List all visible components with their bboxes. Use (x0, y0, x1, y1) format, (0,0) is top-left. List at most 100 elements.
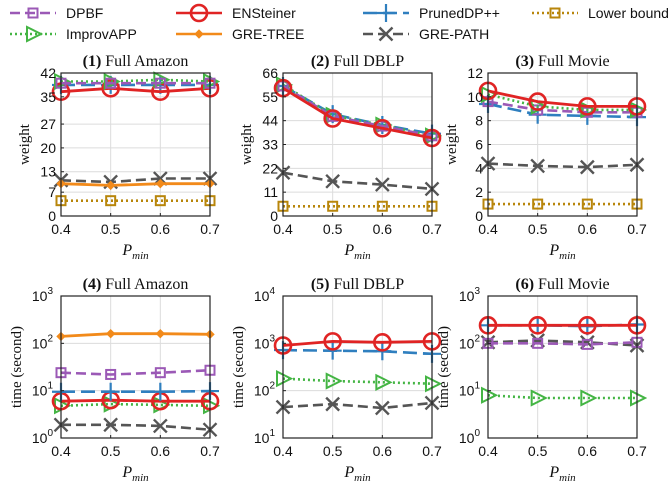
legend-marker (189, 3, 209, 23)
series-line-pdp (282, 348, 433, 356)
y-tick-label: 101 (254, 428, 276, 446)
x-tick-label: 0.4 (51, 221, 71, 237)
y-tick-label: 100 (32, 428, 54, 446)
x-tick-label: 0.4 (273, 443, 293, 459)
plot-area (61, 73, 210, 216)
point-imp (481, 386, 499, 404)
panel-title: (3) Full Movie (515, 53, 609, 70)
point-ens (528, 316, 547, 335)
point-gp (103, 417, 119, 433)
y-tick-label: 22 (262, 160, 278, 176)
x-tick-label: 0.4 (51, 443, 71, 459)
y-tick-label: 44 (262, 113, 278, 129)
x-axis-label: Pmin (121, 464, 149, 484)
y-tick-label: 7 (48, 184, 56, 200)
axes-frame (282, 295, 433, 439)
y-tick-label: 0 (48, 208, 56, 224)
y-tick-label: 55 (262, 89, 278, 105)
y-axis-label: weight (17, 123, 33, 165)
point-ens (528, 92, 547, 111)
x-tick-label: 0.4 (478, 443, 498, 459)
x-tick-label: 0.7 (200, 443, 220, 459)
axes-frame (60, 295, 211, 439)
series-line-gp (60, 177, 210, 184)
series-group (273, 332, 442, 416)
panel-title: (5) Full DBLP (311, 276, 404, 293)
series-line-gp (282, 401, 433, 410)
series-line-ens (60, 398, 210, 403)
y-tick-label: 12 (467, 65, 483, 81)
point-gt (105, 180, 116, 191)
x-tick-label: 0.7 (627, 443, 647, 459)
series-line-ens (487, 89, 637, 108)
x-tick-label: 0.6 (151, 443, 171, 459)
point-gp (325, 173, 341, 189)
y-tick-label: 0 (270, 208, 278, 224)
legend-label: ENSteiner (232, 5, 296, 21)
point-imp (425, 375, 442, 393)
series-line-dpbf (282, 84, 433, 138)
point-ens (323, 332, 342, 351)
point-imp (153, 71, 171, 89)
x-tick-label: 0.5 (528, 443, 548, 459)
x-tick-label: 0.5 (323, 443, 343, 459)
y-tick-label: 100 (459, 428, 481, 446)
axes-frame (487, 295, 638, 439)
series-line-dpbf (60, 368, 211, 376)
y-tick-label: 4 (475, 160, 483, 176)
y-tick-label: 27 (40, 116, 56, 132)
point-gt (155, 178, 166, 189)
legend: DPBF ENSteiner PrunedDP++ Lower bound Improv… (10, 3, 668, 43)
point-lb (581, 198, 593, 210)
point-ens (323, 109, 342, 128)
y-tick-label: 102 (32, 333, 54, 351)
point-imp (630, 389, 647, 407)
series-line-gp (61, 423, 211, 431)
y-tick-label: 42 (40, 65, 56, 81)
y-axis-label: time (second) (9, 326, 25, 408)
legend-marker (27, 7, 39, 19)
legend-marker (377, 4, 395, 22)
panel-3: 0.4 0.5 0.6 0.7 0 2 4 6 8 10 12 (3) Full Movie Pmin w… (444, 53, 647, 262)
point-dpbf (105, 368, 117, 380)
point-imp (580, 389, 598, 407)
legend-marker (378, 26, 394, 42)
y-tick-label: 103 (32, 286, 54, 304)
y-tick-label: 102 (254, 381, 276, 399)
series-line-dpbf (488, 341, 638, 346)
y-axis-label: weight (239, 123, 255, 165)
series-line-ens (282, 87, 433, 140)
legend-label: GRE-TREE (232, 26, 304, 42)
x-tick-label: 0.7 (422, 221, 442, 237)
series-line-pdp (61, 389, 211, 394)
x-tick-label: 0.4 (478, 221, 498, 237)
panel-1: 0.4 0.5 0.6 0.7 0 7 13 20 27 35 42 (1) Full Amazon P… (17, 53, 220, 262)
legend-item-ens: ENSteiner (176, 3, 296, 23)
point-dpbf (154, 367, 166, 379)
point-ens (578, 316, 597, 335)
y-tick-label: 2 (475, 184, 483, 200)
panel-title: (2) Full DBLP (311, 53, 404, 70)
point-imp (530, 389, 548, 407)
series-line-gp (487, 162, 638, 169)
legend-item-pdp: PrunedDP++ (363, 4, 500, 22)
point-lb (105, 195, 117, 207)
panel-title: (4) Full Amazon (83, 276, 189, 293)
point-imp (325, 372, 343, 390)
point-gp (374, 177, 390, 192)
series-line-imp (487, 93, 637, 112)
y-tick-label: 103 (254, 333, 276, 351)
x-axis-label: Pmin (121, 242, 149, 262)
legend-marker (549, 7, 561, 19)
x-tick-label: 0.5 (101, 443, 121, 459)
panel-6: 0.4 0.5 0.6 0.7 100 101 102 103 (6) Full Movie Pm… (436, 276, 647, 484)
legend-marker (26, 25, 44, 43)
point-gp (374, 400, 390, 416)
axes-frame (60, 72, 211, 217)
point-dpbf (154, 77, 166, 89)
y-axis-label: weight (444, 123, 460, 165)
series-line-gt (60, 182, 210, 187)
x-tick-label: 0.4 (273, 221, 293, 237)
y-tick-label: 8 (475, 113, 483, 129)
